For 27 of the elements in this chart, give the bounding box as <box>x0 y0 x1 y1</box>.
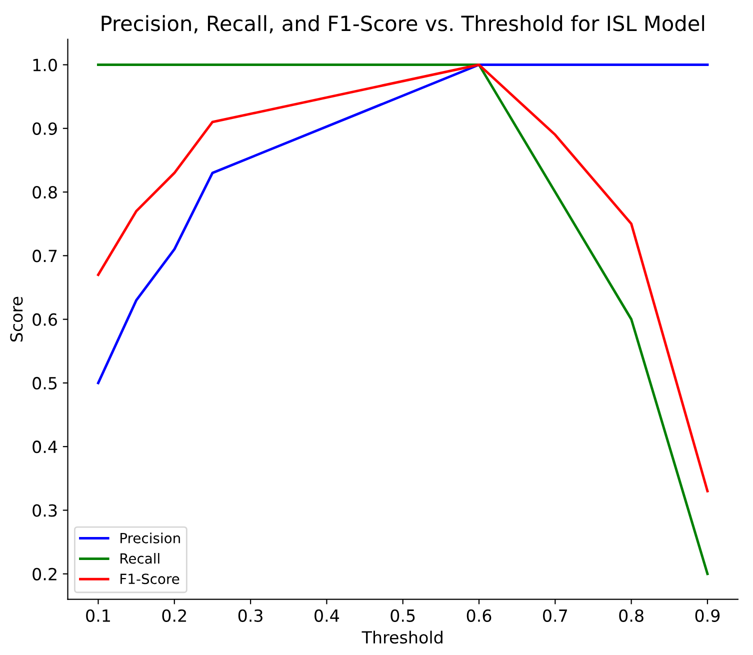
y-tick-label: 0.3 <box>32 504 57 517</box>
chart-title: Precision, Recall, and F1-Score vs. Threshold for ISL Model <box>102 15 704 34</box>
x-tick-label: 0.5 <box>390 609 415 622</box>
line-series <box>96 64 709 576</box>
x-axis-title: Threshold <box>362 630 442 644</box>
x-tick-label: 0.3 <box>238 609 262 622</box>
x-tick-label: 0.7 <box>543 609 567 622</box>
x-tick-label: 0.2 <box>162 609 186 622</box>
legend-label: F1-Score <box>120 574 180 584</box>
x-tick-label: 0.9 <box>695 609 720 622</box>
y-tick-label: 0.8 <box>32 186 57 199</box>
legend-label: Recall <box>120 552 160 564</box>
x-tick-label: 0.1 <box>86 609 110 622</box>
x-tick-label: 0.4 <box>314 609 340 622</box>
y-axis-title: Score <box>10 296 23 342</box>
x-tick-label: 0.8 <box>619 609 644 622</box>
line-series <box>96 64 709 492</box>
legend-label: Precision <box>120 532 180 544</box>
y-tick-label: 0.9 <box>32 122 57 135</box>
line-series <box>96 64 709 384</box>
y-tick-label: 0.5 <box>32 376 57 390</box>
x-tick-label: 0.6 <box>466 609 492 622</box>
y-tick-label: 0.2 <box>32 568 56 580</box>
y-tick-label: 0.6 <box>32 313 57 326</box>
y-tick-label: 1.0 <box>33 58 57 72</box>
y-tick-label: 0.4 <box>32 440 58 454</box>
y-tick-label: 0.7 <box>32 250 57 262</box>
